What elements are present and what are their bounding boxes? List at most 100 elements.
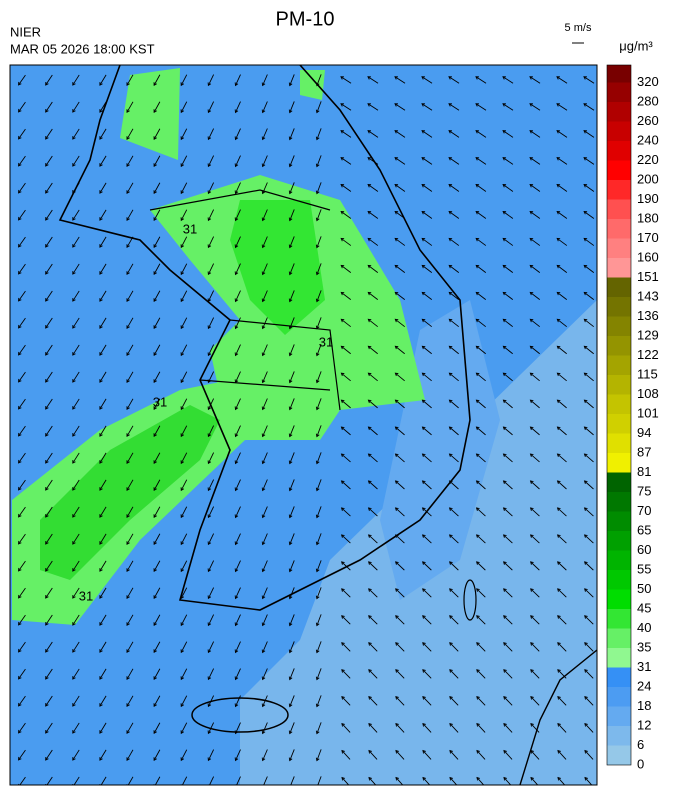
wind-arrow-head (583, 184, 588, 188)
wind-arrow (262, 425, 268, 437)
wind-arrow-head (45, 297, 49, 302)
wind-arrow (207, 344, 215, 356)
wind-arrow-head (261, 595, 266, 600)
wind-arrow (422, 615, 432, 625)
wind-arrow (99, 749, 107, 761)
wind-arrow-head (340, 184, 345, 188)
wind-arrow-head (180, 379, 185, 384)
wind-arrow-head (234, 757, 239, 762)
province-border (149, 189, 341, 411)
wind-arrow (235, 560, 241, 572)
wind-arrow-head (207, 433, 212, 438)
wind-arrow (45, 641, 53, 653)
wind-arrow-head (583, 210, 588, 215)
wind-arrow-head (475, 76, 479, 80)
wind-arrow-head (556, 480, 561, 485)
wind-arrow-head (448, 345, 453, 350)
wind-arrow (583, 184, 595, 192)
wind-arrow (99, 479, 107, 491)
colorbar-label: 6 (637, 737, 644, 752)
wind-arrow (18, 641, 26, 653)
wind-arrow-head (556, 372, 561, 377)
wind-arrow-head (288, 730, 293, 735)
wind-arrow (557, 642, 567, 652)
wind-arrow-head (315, 325, 320, 330)
wind-arrow (530, 426, 540, 436)
wind-arrow (422, 372, 432, 382)
wind-arrow (126, 236, 134, 248)
wind-arrow-head (126, 541, 130, 545)
wind-arrow-head (422, 642, 426, 646)
wind-arrow-head (530, 588, 534, 592)
wind-arrow-head (583, 130, 588, 134)
wind-arrow (126, 128, 134, 140)
wind-arrow-head (395, 615, 399, 619)
wind-arrow-head (476, 588, 480, 592)
wind-arrow (263, 776, 268, 785)
wind-arrow (422, 669, 432, 679)
colorbar-segment (607, 726, 631, 746)
colorbar-segment (607, 199, 631, 219)
wind-arrow (289, 209, 295, 221)
wind-arrow-head (340, 103, 345, 107)
wind-arrow (99, 668, 107, 680)
wind-arrow-head (72, 649, 76, 653)
wind-arrow-head (583, 399, 588, 404)
wind-arrow-head (180, 109, 185, 114)
wind-arrow-head (126, 190, 130, 194)
wind-arrow (448, 265, 460, 273)
wind-arrow (341, 480, 351, 490)
wind-arrow-head (288, 163, 293, 168)
wind-arrow (584, 507, 594, 517)
wind-arrow (72, 560, 80, 572)
wind-arrow-head (368, 615, 372, 619)
wind-arrow (153, 479, 161, 491)
wind-arrow (449, 642, 459, 652)
wind-arrow-head (421, 345, 426, 350)
wind-arrow (235, 128, 241, 140)
wind-arrow-head (394, 426, 399, 431)
wind-arrow (341, 426, 351, 436)
wind-arrow-head (153, 730, 157, 735)
wind-arrow-head (529, 103, 534, 107)
wind-arrow-head (421, 210, 426, 215)
wind-arrow (422, 318, 432, 328)
wind-arrow (289, 128, 295, 140)
wind-arrow-head (126, 82, 130, 86)
wind-arrow-head (502, 130, 507, 134)
wind-arrow (126, 182, 134, 194)
wind-arrow (262, 398, 268, 410)
wind-arrow-head (234, 595, 239, 600)
wind-arrow-head (45, 567, 49, 572)
wind-arrow (341, 561, 351, 571)
wind-arrow (18, 533, 26, 545)
wind-arrow-head (475, 453, 480, 458)
wind-arrow (262, 236, 268, 248)
colorbar-label: 45 (637, 600, 651, 615)
wind-arrow (583, 76, 595, 84)
wind-arrow (180, 344, 188, 356)
wind-arrow (530, 588, 540, 598)
wind-arrow-head (340, 237, 345, 242)
wind-arrow (529, 103, 541, 111)
wind-arrow-head (99, 568, 103, 572)
wind-arrow-head (207, 82, 212, 87)
wind-arrow-head (475, 237, 480, 242)
wind-arrow-head (72, 82, 76, 86)
wind-arrow-head (394, 399, 399, 404)
wind-arrow-head (502, 291, 507, 296)
wind-arrow-head (502, 426, 507, 431)
wind-arrow-head (234, 190, 239, 195)
wind-arrow-head (207, 325, 212, 330)
wind-arrow-head (449, 642, 453, 646)
wind-arrow-head (126, 568, 130, 572)
wind-arrow-head (99, 379, 103, 383)
wind-arrow-head (421, 291, 426, 296)
wind-arrow (557, 534, 567, 544)
wind-arrow (235, 344, 241, 356)
wind-arrow (395, 345, 405, 355)
wind-arrow-head (234, 271, 239, 276)
wind-arrow-head (556, 507, 561, 511)
wind-arrow-head (529, 507, 534, 511)
wind-arrow (316, 695, 322, 707)
